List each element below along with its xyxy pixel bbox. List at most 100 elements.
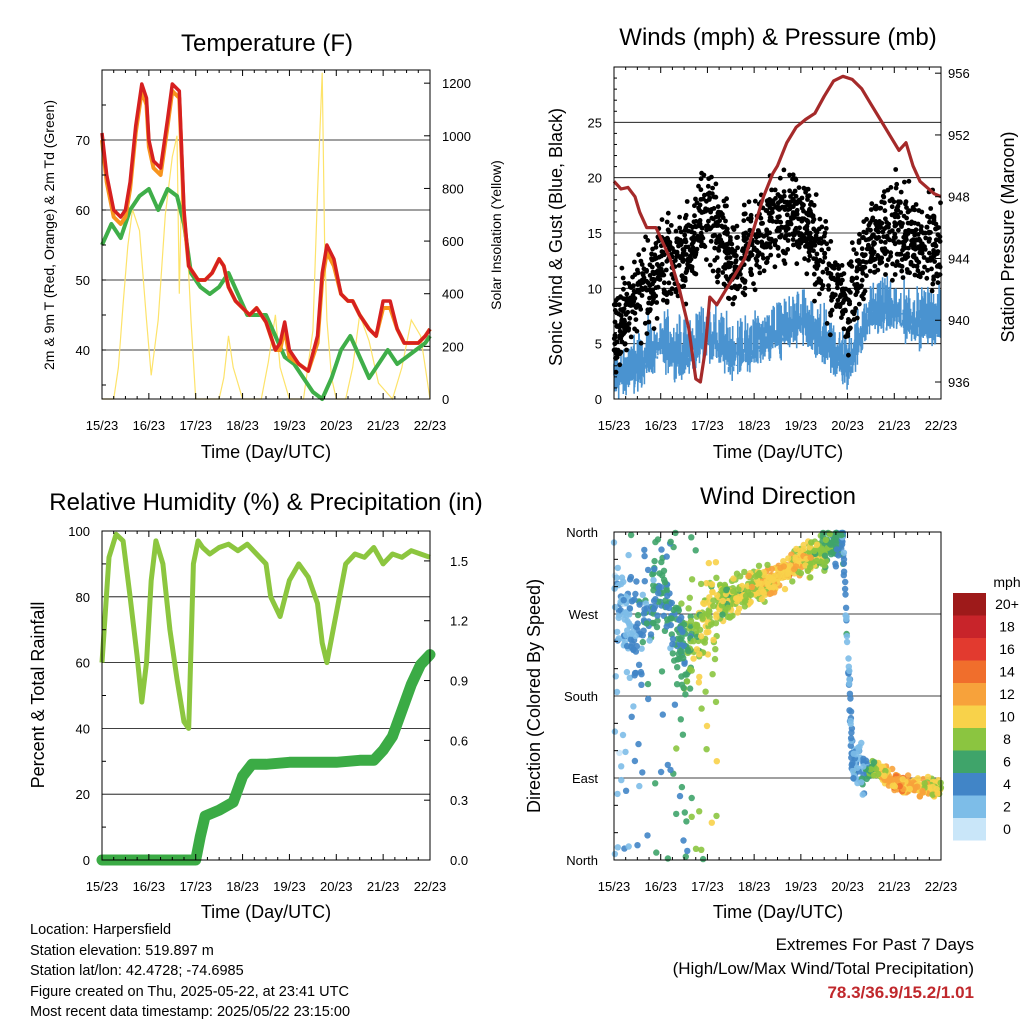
- wind-gust-point: [893, 167, 899, 172]
- wind-gust-point: [796, 185, 802, 191]
- wind-gust-point: [813, 233, 819, 239]
- extremes-box: Extremes For Past 7 Days (High/Low/Max W…: [673, 933, 974, 1005]
- direction-point: [742, 592, 750, 599]
- direction-point: [711, 655, 719, 663]
- wind-gust-point: [882, 208, 888, 214]
- wind-gust-point: [682, 278, 688, 283]
- wind-gust-point: [929, 288, 935, 294]
- speed-legend-label: 12: [999, 686, 1015, 702]
- wind-gust-point: [706, 218, 711, 224]
- wind-gust-point: [772, 187, 778, 193]
- direction-point: [842, 612, 849, 619]
- wind-gust-point: [867, 268, 873, 274]
- wind-gust-point: [794, 201, 800, 207]
- wind-gust-point: [622, 280, 628, 286]
- direction-point: [764, 581, 771, 588]
- wind-gust-point: [837, 294, 843, 300]
- direction-point: [713, 574, 720, 581]
- wind-gust-point: [647, 282, 652, 288]
- direction-point: [684, 847, 691, 855]
- direction-point: [673, 745, 680, 752]
- wind-gust-point: [816, 276, 822, 282]
- wind-gust-point: [651, 326, 657, 331]
- rainfall-line: [96, 649, 436, 866]
- direction-point: [671, 657, 678, 664]
- wind-gust-point: [918, 227, 924, 233]
- wind-gust-point: [746, 256, 751, 262]
- direction-point: [620, 597, 627, 604]
- direction-point: [843, 632, 851, 640]
- wind-gust-point: [733, 285, 739, 290]
- wind-gust-point: [841, 286, 846, 292]
- wind-gust-point: [935, 273, 940, 279]
- wind-gust-point: [851, 247, 857, 253]
- humidity-title: Relative Humidity (%) & Precipitation (i…: [49, 489, 482, 516]
- speed-legend-swatch: [953, 660, 986, 683]
- temperature-y2tick-label: 0: [442, 392, 449, 407]
- wind-gust-point: [724, 255, 730, 261]
- temperature-y2tick-label: 200: [442, 339, 464, 354]
- direction-point: [808, 539, 815, 546]
- direction-point: [644, 566, 652, 574]
- direction-point: [635, 661, 643, 668]
- wind-gust-point: [699, 225, 705, 231]
- wind-gust-point: [847, 326, 852, 332]
- wind-gust-point: [673, 287, 678, 293]
- direction-point: [747, 591, 754, 599]
- direction-point: [840, 549, 848, 556]
- humidity-y2tick-label: 0.3: [450, 793, 468, 808]
- wind-gust-point: [626, 321, 632, 326]
- wind-gust-point: [790, 237, 796, 243]
- speed-legend-swatch: [953, 773, 986, 796]
- direction-point: [710, 597, 717, 604]
- temperature-y2tick-label: 400: [442, 287, 464, 302]
- direction-point: [703, 629, 710, 636]
- humidity-ytick-label: 80: [76, 590, 90, 605]
- direction-point: [639, 769, 646, 776]
- wind-gust-point: [639, 277, 645, 283]
- speed-legend-swatch: [953, 818, 986, 841]
- speed-legend-swatch: [953, 593, 986, 616]
- wind-gust-point: [892, 272, 898, 277]
- wind-gust-point: [639, 285, 645, 291]
- direction-point: [838, 531, 845, 539]
- wind-gust-point: [665, 210, 671, 216]
- speed-legend-label: 14: [999, 664, 1015, 680]
- wind-gust-point: [716, 267, 721, 273]
- direction-point: [618, 763, 625, 770]
- wind-gust-point: [748, 266, 754, 272]
- wind-gust-point: [782, 206, 788, 212]
- wind-gust-point: [923, 235, 929, 241]
- humidity-y2tick-label: 0.9: [450, 674, 468, 689]
- wind-gust-point: [724, 251, 730, 256]
- wind-gust-point: [752, 198, 758, 204]
- wind-gust-point: [817, 291, 822, 297]
- wind-gust-point: [697, 221, 703, 227]
- wind-gust-point: [819, 247, 825, 253]
- wind-gust-point: [770, 201, 775, 207]
- direction-point: [683, 678, 691, 685]
- direction-point: [683, 818, 690, 825]
- direction-point: [863, 775, 870, 783]
- wind-gust-point: [795, 243, 801, 249]
- temperature-y2label: Solar Insolation (Yellow): [488, 160, 504, 310]
- wind-gust-point: [772, 264, 778, 270]
- direction-point: [699, 855, 707, 863]
- speed-legend-swatch: [953, 705, 986, 728]
- wind-gust-point: [935, 249, 941, 254]
- wind-gust-point: [701, 172, 707, 178]
- direction-point: [631, 596, 638, 603]
- wind-gust-point: [625, 309, 631, 315]
- wind-gust-point: [785, 222, 791, 227]
- wind-gust-point: [807, 230, 813, 236]
- direction-point: [741, 597, 749, 605]
- wind-gust-point: [699, 210, 705, 215]
- wind-gust-point: [829, 297, 834, 303]
- wind-gust-point: [741, 231, 747, 237]
- direction-point: [676, 616, 683, 624]
- wind-gust-point: [703, 223, 709, 229]
- direction-point: [733, 570, 741, 577]
- wind-gust-point: [921, 255, 927, 260]
- wind-gust-point: [790, 204, 796, 210]
- wind-gust-point: [926, 239, 932, 244]
